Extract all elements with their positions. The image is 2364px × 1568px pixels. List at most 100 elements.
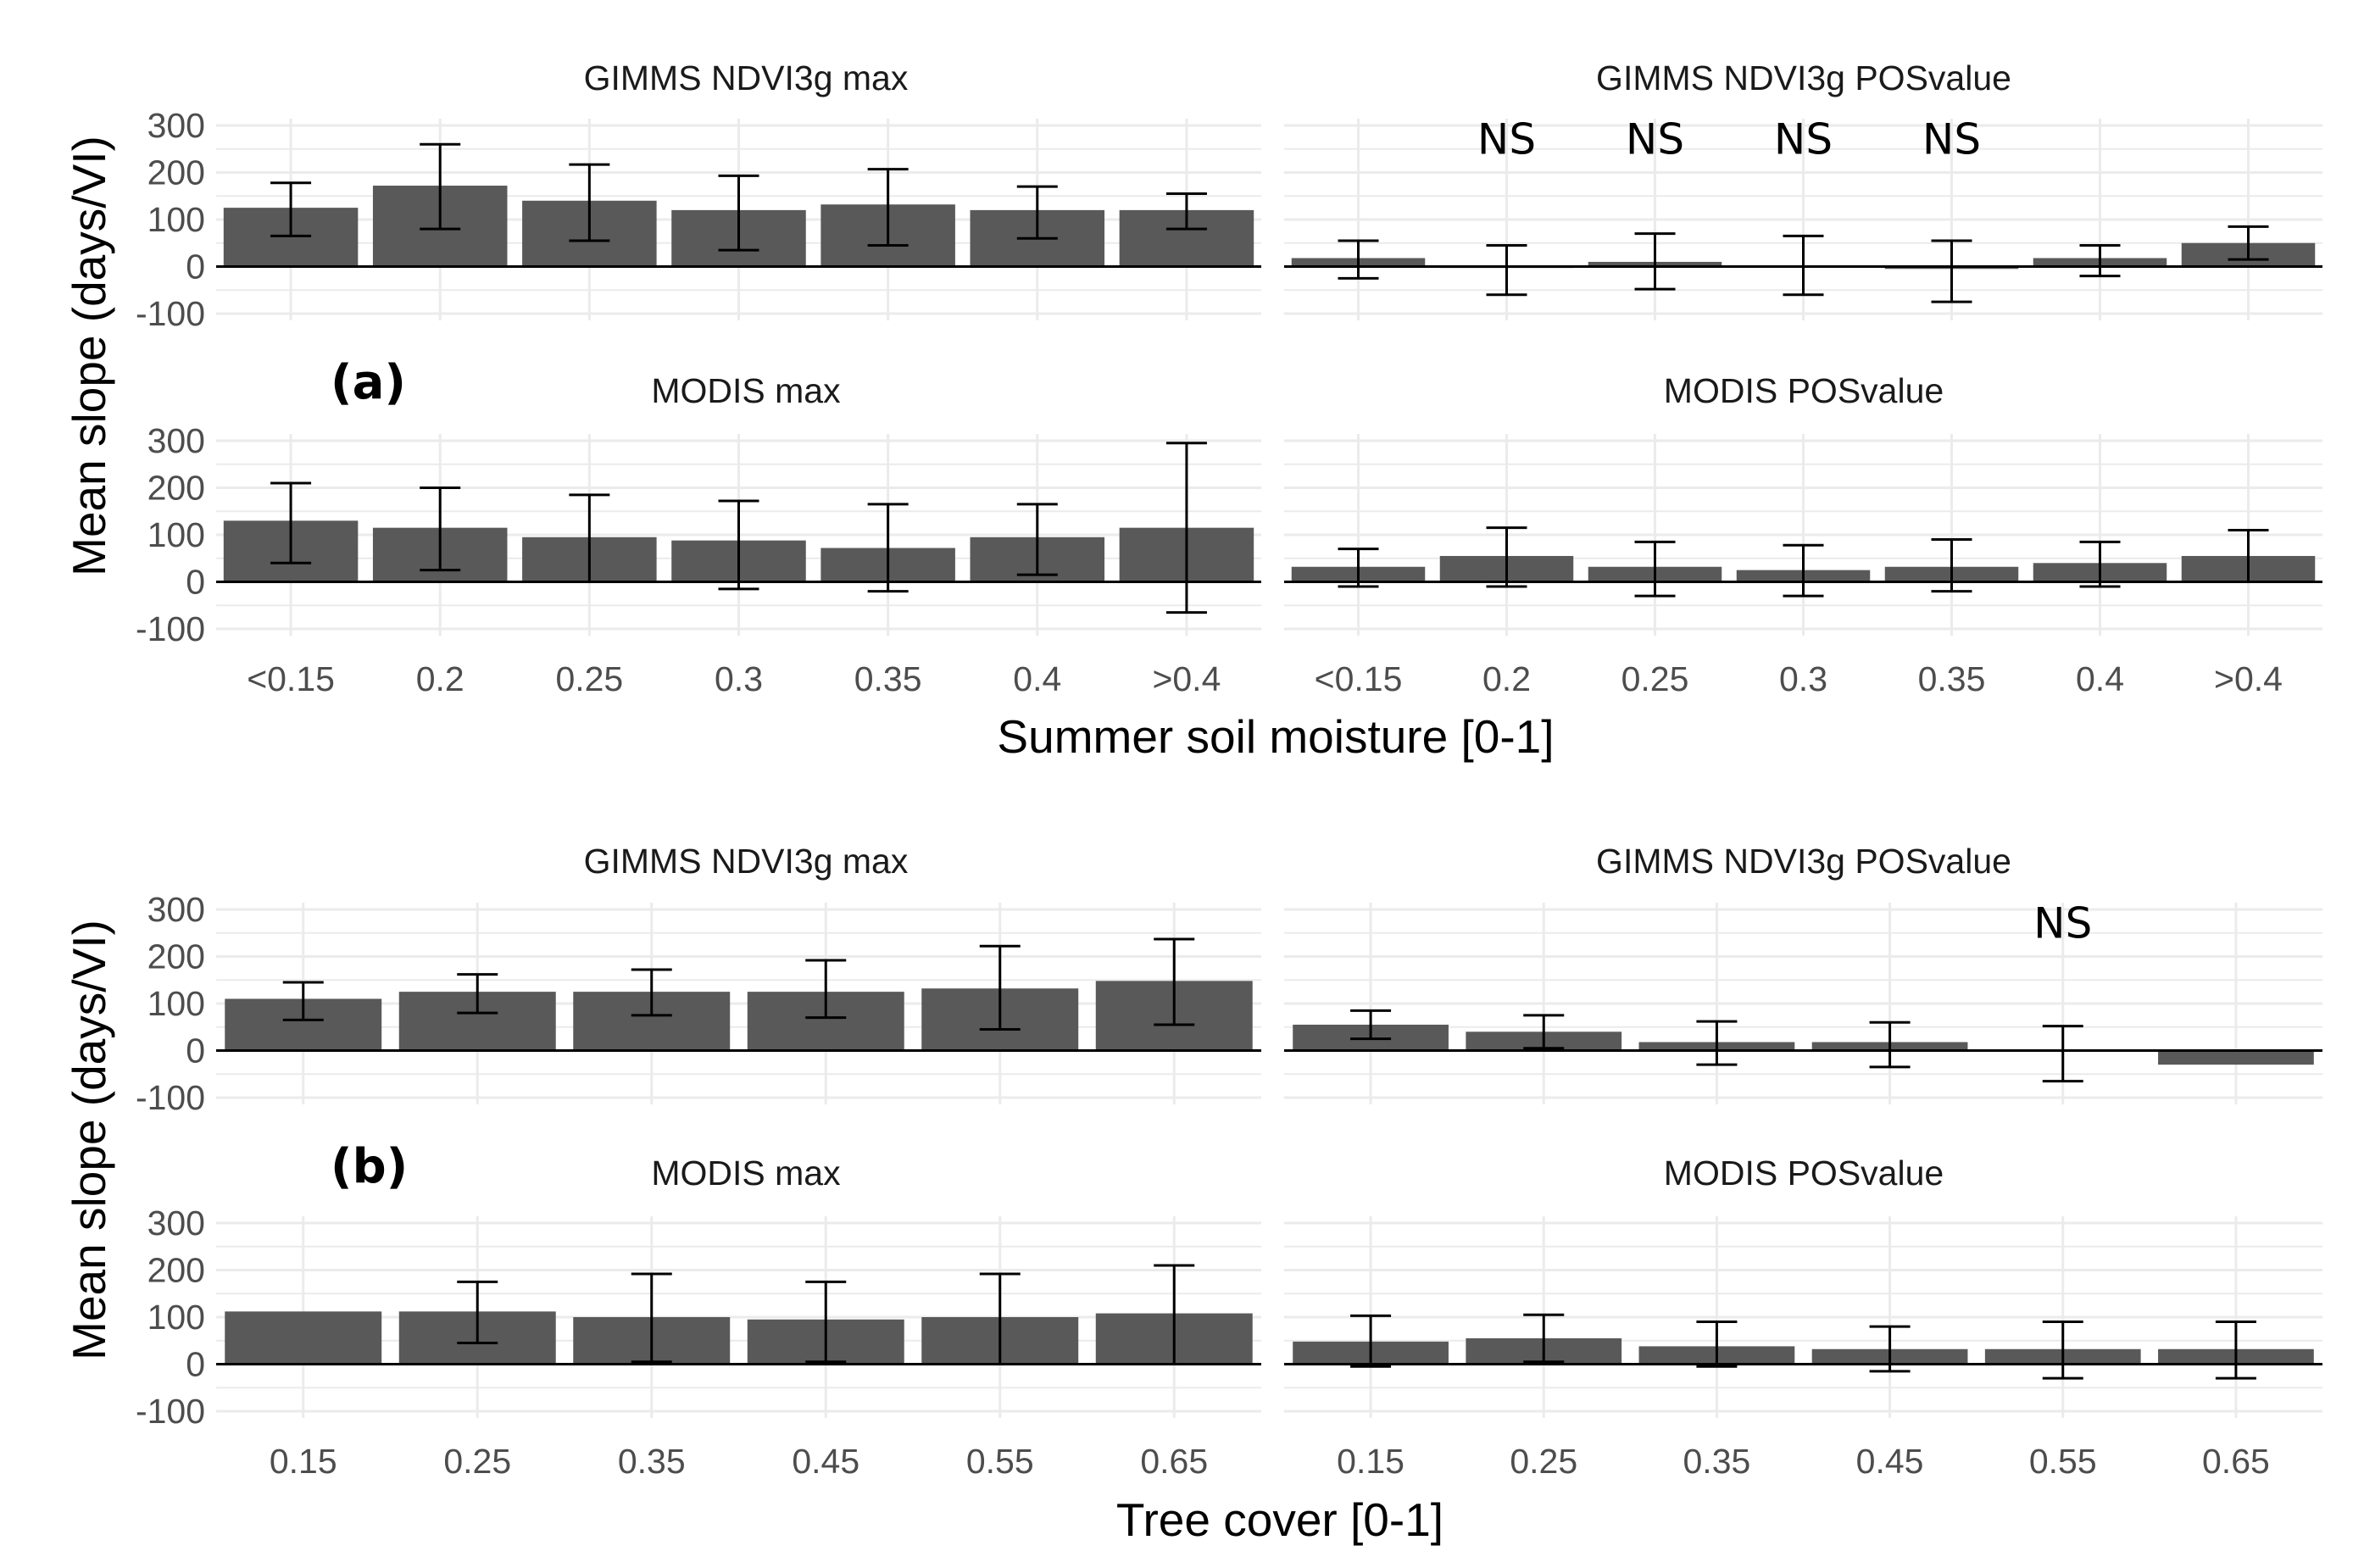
x-tick-label: 0.35: [618, 1442, 686, 1481]
errorbar-gb-p1-0: [1350, 1009, 1392, 1041]
x-tick-label: 0.35: [1683, 1442, 1751, 1481]
errorbar-gb-p2-3: [805, 1280, 847, 1364]
errorbar-ga-p3-4: [1931, 538, 1972, 593]
errorbar-ga-p2-5: [1016, 503, 1058, 576]
errorbar-gb-p3-2: [1696, 1321, 1738, 1368]
bar-gb-p1-5: [2158, 1050, 2314, 1065]
y-tick-label: 300: [147, 106, 205, 145]
errorbar-ga-p1-6: [2228, 225, 2269, 261]
x-tick-label: <0.15: [247, 659, 335, 698]
x-axis-title-a: Summer soil moisture [0-1]: [997, 710, 1554, 763]
y-tick-label: 200: [147, 1251, 205, 1290]
y-tick-label: 100: [147, 1298, 205, 1337]
x-tick-label: 0.45: [1856, 1442, 1924, 1481]
errorbar-gb-p3-1: [1523, 1313, 1565, 1364]
y-tick-label: 200: [147, 153, 205, 192]
x-tick-label: 0.65: [1140, 1442, 1208, 1481]
x-tick-label: 0.35: [854, 659, 922, 698]
y-tick-label: 0: [186, 563, 205, 602]
errorbar-ga-p2-4: [867, 503, 909, 593]
grid-layer: [216, 119, 2322, 1418]
x-tick-label: 0.25: [1621, 659, 1689, 698]
panel-title-b-gimms-max: GIMMS NDVI3g max: [584, 842, 909, 881]
errorbar-ga-p1-5: [2079, 244, 2121, 278]
x-tick-label: <0.15: [1315, 659, 1403, 698]
errorbar-ga-p0-3: [718, 174, 759, 252]
errorbar-gb-p2-2: [631, 1272, 672, 1364]
bars-layer: [223, 186, 2316, 1365]
y-tick-label: 100: [147, 200, 205, 239]
panel-title-a-modis-max: MODIS max: [651, 371, 841, 410]
panel-title-b-gimms-pos: GIMMS NDVI3g POSvalue: [1596, 842, 2011, 881]
errorbar-ga-p3-0: [1338, 548, 1379, 588]
x-tick-label: 0.4: [2076, 659, 2124, 698]
ns-label-ga-p1-3: NS: [1774, 114, 1833, 164]
errorbar-gb-p1-3: [1869, 1020, 1911, 1069]
y-tick-label: 300: [147, 421, 205, 460]
errorbar-ga-p0-2: [569, 163, 610, 242]
errorbar-ga-p1-1: [1486, 244, 1527, 297]
y-axis-title-b: Mean slope (days/VI): [63, 920, 115, 1360]
bar-gb-p2-0: [225, 1311, 382, 1365]
panel-title-a-modis-pos: MODIS POSvalue: [1664, 371, 1944, 410]
y-tick-label: -100: [136, 1392, 205, 1431]
x-tick-label: >0.4: [2214, 659, 2283, 698]
x-tick-label: 0.35: [1918, 659, 1986, 698]
errorbar-ga-p1-2: [1634, 232, 1676, 291]
x-tick-label: 0.25: [443, 1442, 511, 1481]
errorbar-gb-p1-1: [1523, 1014, 1565, 1050]
x-tick-label: 0.3: [715, 659, 763, 698]
x-tick-label: 0.65: [2202, 1442, 2270, 1481]
group-tag-b: (b): [331, 1139, 408, 1194]
errorbar-ga-p1-0: [1338, 239, 1379, 280]
x-tick-label: 0.4: [1013, 659, 1061, 698]
x-tick-label: 0.15: [270, 1442, 337, 1481]
y-tick-label: 300: [147, 890, 205, 929]
ns-label-ga-p1-4: NS: [1922, 114, 1981, 164]
x-tick-label: 0.45: [792, 1442, 859, 1481]
y-tick-label: 100: [147, 984, 205, 1023]
y-tick-label: -100: [136, 1078, 205, 1117]
x-tick-label: 0.25: [555, 659, 623, 698]
errorbar-gb-p0-3: [805, 959, 847, 1020]
errorbar-gb-p0-2: [631, 968, 672, 1017]
errorbar-ga-p2-2: [569, 493, 610, 583]
y-tick-label: -100: [136, 609, 205, 648]
errorbar-ga-p1-3: [1783, 234, 1824, 297]
panel-title-a-gimms-max: GIMMS NDVI3g max: [584, 58, 909, 97]
x-tick-label: 0.25: [1510, 1442, 1577, 1481]
errorbar-ga-p3-2: [1634, 540, 1676, 598]
errorbar-gb-p3-3: [1869, 1325, 1911, 1373]
ns-label-ga-p1-1: NS: [1477, 114, 1536, 164]
errorbar-ga-p2-6: [1165, 442, 1207, 614]
errorbar-gb-p0-0: [282, 981, 324, 1021]
errorbar-ga-p2-1: [420, 487, 461, 572]
y-tick-label: 300: [147, 1204, 205, 1243]
errorbar-ga-p0-5: [1016, 185, 1058, 240]
group-tag-a: (a): [331, 355, 406, 410]
errorbar-ga-p2-0: [270, 481, 312, 564]
y-tick-label: 0: [186, 1031, 205, 1070]
panel-title-b-modis-pos: MODIS POSvalue: [1664, 1154, 1944, 1193]
y-tick-label: 0: [186, 1345, 205, 1384]
y-axis-title-a: Mean slope (days/VI): [63, 136, 115, 576]
y-tick-label: 200: [147, 937, 205, 976]
errorbar-ga-p0-4: [867, 168, 909, 247]
panel-title-a-gimms-pos: GIMMS NDVI3g POSvalue: [1596, 58, 2011, 97]
errorbar-gb-p1-2: [1696, 1020, 1738, 1066]
y-tick-label: 200: [147, 469, 205, 508]
errorbar-gb-p2-4: [979, 1272, 1021, 1365]
errorbar-gb-p0-1: [457, 973, 498, 1015]
errorbar-gb-p3-0: [1350, 1314, 1392, 1368]
errorbars-layer: [216, 142, 2322, 1380]
errorbar-ga-p0-1: [420, 142, 461, 231]
x-tick-label: 0.55: [2029, 1442, 2097, 1481]
errorbar-ga-p0-6: [1165, 192, 1207, 231]
x-tick-label: 0.2: [1482, 659, 1531, 698]
x-tick-label: 0.2: [416, 659, 464, 698]
ns-label-gb-p1-4: NS: [2033, 898, 2092, 948]
y-tick-label: 100: [147, 515, 205, 554]
errorbar-ga-p2-3: [718, 499, 759, 591]
errorbar-ga-p3-6: [2228, 528, 2269, 583]
